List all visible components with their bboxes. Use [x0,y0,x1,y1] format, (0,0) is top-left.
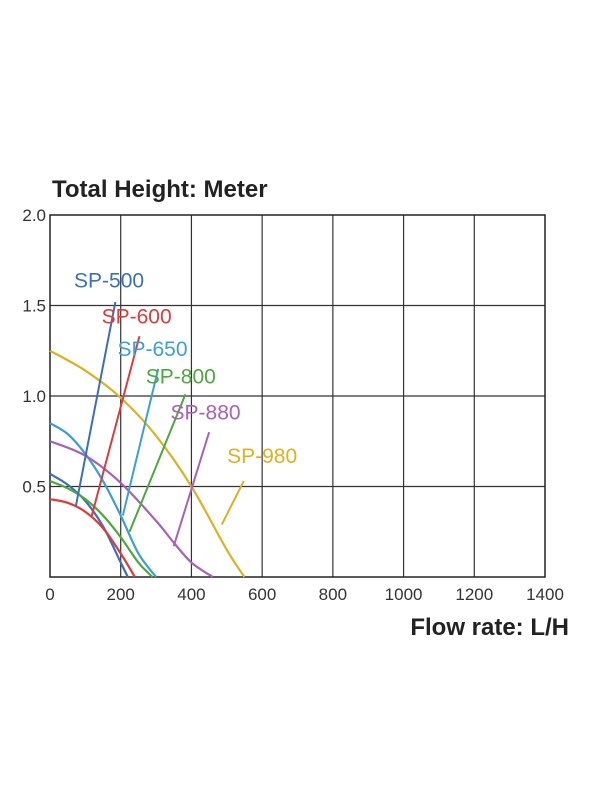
label-sp-500: SP-500 [74,269,144,292]
series-curves [49,349,246,578]
series-labels: SP-500 SP-600 SP-650 SP-800 SP-880 SP-980 [74,269,297,468]
label-sp-650: SP-650 [118,338,188,361]
y-axis-title: Total Height: Meter [52,176,268,203]
leader-sp-650 [121,368,160,516]
label-leaders [74,301,245,547]
curve-sp-880 [49,440,214,578]
y-tick-label: 2.0 [22,206,46,225]
leader-sp-600 [90,336,141,518]
y-tick-label: 1.5 [22,297,46,316]
leader-sp-500 [74,301,117,507]
x-tick-label: 400 [177,585,205,604]
y-tick-label: 1.0 [22,387,46,406]
label-sp-880: SP-880 [171,402,241,425]
x-tick-label: 1400 [526,585,564,604]
x-tick-labels: 0 200 400 600 800 1000 1200 1400 [45,585,564,604]
label-sp-600: SP-600 [102,306,172,329]
curve-sp-800 [49,480,154,578]
x-tick-label: 0 [45,585,54,604]
plot-frame [49,214,546,578]
leader-sp-880 [172,431,211,547]
leader-sp-800 [128,393,187,533]
curve-sp-500 [49,472,129,578]
curve-sp-980 [49,349,246,578]
x-tick-label: 1200 [455,585,493,604]
x-tick-label: 800 [319,585,347,604]
label-sp-980: SP-980 [227,445,297,468]
grid [50,215,545,577]
x-tick-label: 1000 [385,585,423,604]
y-tick-label: 0.5 [22,478,46,497]
x-axis-title: Flow rate: L/H [410,614,569,641]
label-sp-800: SP-800 [146,365,216,388]
curve-sp-600 [49,498,136,578]
y-tick-labels: 0.5 1.0 1.5 2.0 [22,206,46,497]
leader-sp-980 [220,480,245,525]
x-tick-label: 200 [107,585,135,604]
x-tick-label: 600 [248,585,276,604]
curve-sp-650 [49,422,157,578]
